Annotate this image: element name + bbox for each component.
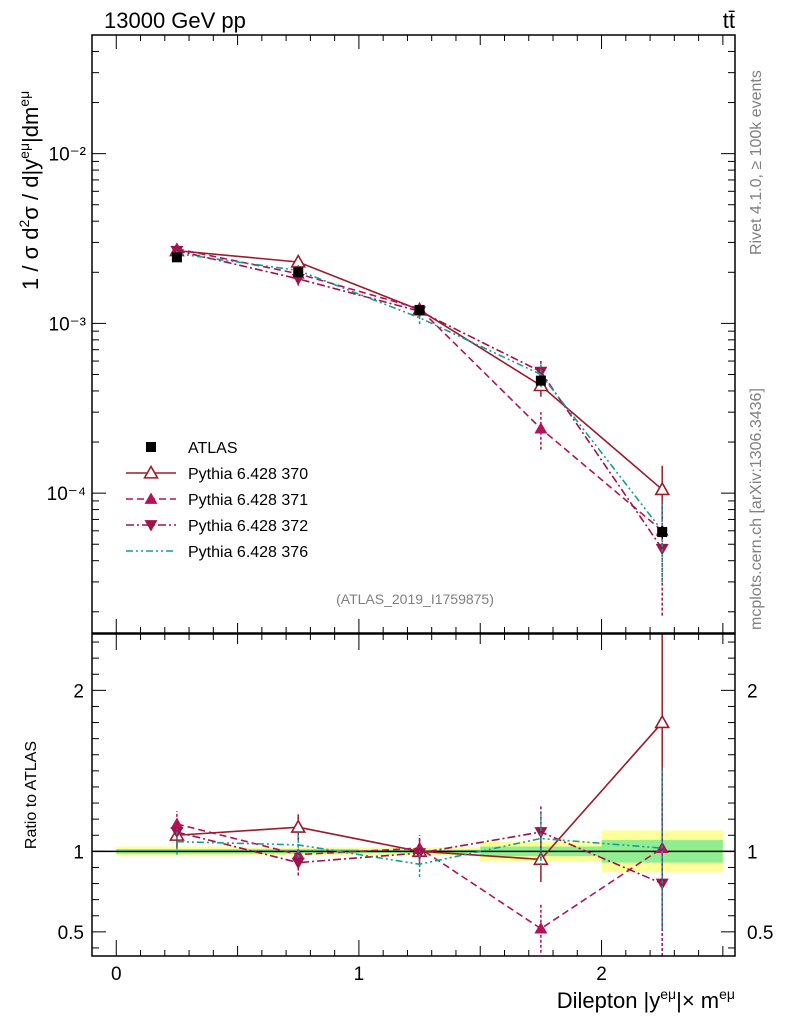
ratio-series-pythia-6-428-372	[170, 803, 669, 956]
legend-entry: Pythia 6.428 376	[126, 544, 308, 561]
ratio-point	[655, 878, 669, 891]
ratio-y-tick-label-left: 2	[73, 681, 84, 702]
ratio-point	[654, 714, 671, 729]
legend-entry: Pythia 6.428 370	[126, 464, 308, 483]
ratio-y-tick-label-right: 2	[747, 681, 758, 702]
data-point	[290, 253, 307, 268]
legend-marker	[146, 442, 156, 452]
ratio-point	[290, 819, 307, 833]
ratio-y-tick-label-left: 0.5	[58, 923, 84, 944]
legend: ATLAS Pythia 6.428 370 Pythia 6.428 371 Pyt…	[126, 440, 308, 561]
series-line	[176, 252, 663, 532]
data-point	[171, 252, 182, 263]
series-line	[176, 248, 663, 532]
series-line	[176, 249, 663, 491]
ratio-point	[291, 857, 305, 870]
legend-entry: ATLAS	[146, 440, 238, 457]
legend-marker	[143, 464, 159, 479]
legend-label: Pythia 6.428 370	[188, 466, 308, 483]
main-frame	[91, 34, 736, 634]
header-left: 13000 GeV pp	[104, 8, 246, 33]
data-point	[654, 481, 671, 496]
data-point	[534, 422, 548, 434]
ratio-y-tick-label-right: 1	[747, 842, 758, 863]
main-ylabel: 1 / σ d2σ / d|yeμ|dmeμ	[16, 91, 43, 290]
legend-label: Pythia 6.428 372	[188, 518, 308, 535]
analysis-label: (ATLAS_2019_I1759875)	[336, 591, 494, 607]
header-right: tt̄	[723, 8, 735, 33]
data-point	[657, 527, 668, 538]
mcplots-label: mcplots.cern.ch [arXiv:1306.3436]	[748, 388, 765, 630]
y-tick-label: 10⁻⁴	[47, 484, 86, 505]
data-point	[414, 304, 425, 315]
ratio-xlabel: Dilepton |yeμ|× meμ	[557, 986, 735, 1013]
data-point	[534, 366, 548, 379]
legend-entry: Pythia 6.428 371	[126, 492, 308, 509]
ratio-ylabel: Ratio to ATLAS	[23, 741, 40, 849]
y-tick-label: 10⁻³	[49, 314, 87, 335]
y-tick-label: 10⁻²	[49, 145, 87, 166]
ratio-axes: 0.5 0.5 1 1 2 2 0 1 2	[58, 634, 773, 985]
ratio-series-group	[169, 634, 671, 956]
legend-entry: Pythia 6.428 372	[126, 518, 308, 535]
x-tick-label: 1	[354, 964, 365, 985]
legend-label: Pythia 6.428 376	[188, 544, 308, 561]
ratio-series-pythia-6-428-376	[176, 767, 663, 929]
ratio-band-group	[92, 830, 735, 873]
data-point	[293, 267, 304, 278]
ratio-y-tick-label-left: 1	[73, 842, 84, 863]
series-atlas	[171, 252, 668, 539]
x-tick-label: 0	[111, 964, 122, 985]
legend-marker	[144, 492, 158, 504]
main-axes: 10⁻⁴ 10⁻³ 10⁻²	[47, 34, 735, 633]
x-tick-label: 2	[596, 964, 607, 985]
legend-marker	[144, 520, 158, 532]
series-line	[176, 249, 663, 550]
legend-label: Pythia 6.428 371	[188, 492, 308, 509]
main-series-group	[169, 242, 671, 616]
ratio-y-tick-label-right: 0.5	[747, 923, 773, 944]
data-point	[535, 375, 546, 386]
ratio-point	[413, 848, 427, 860]
legend-label: ATLAS	[188, 440, 238, 457]
rivet-label: Rivet 4.1.0, ≥ 100k events	[748, 70, 765, 255]
ratio-frame	[91, 633, 736, 957]
ratio-point	[534, 922, 548, 934]
